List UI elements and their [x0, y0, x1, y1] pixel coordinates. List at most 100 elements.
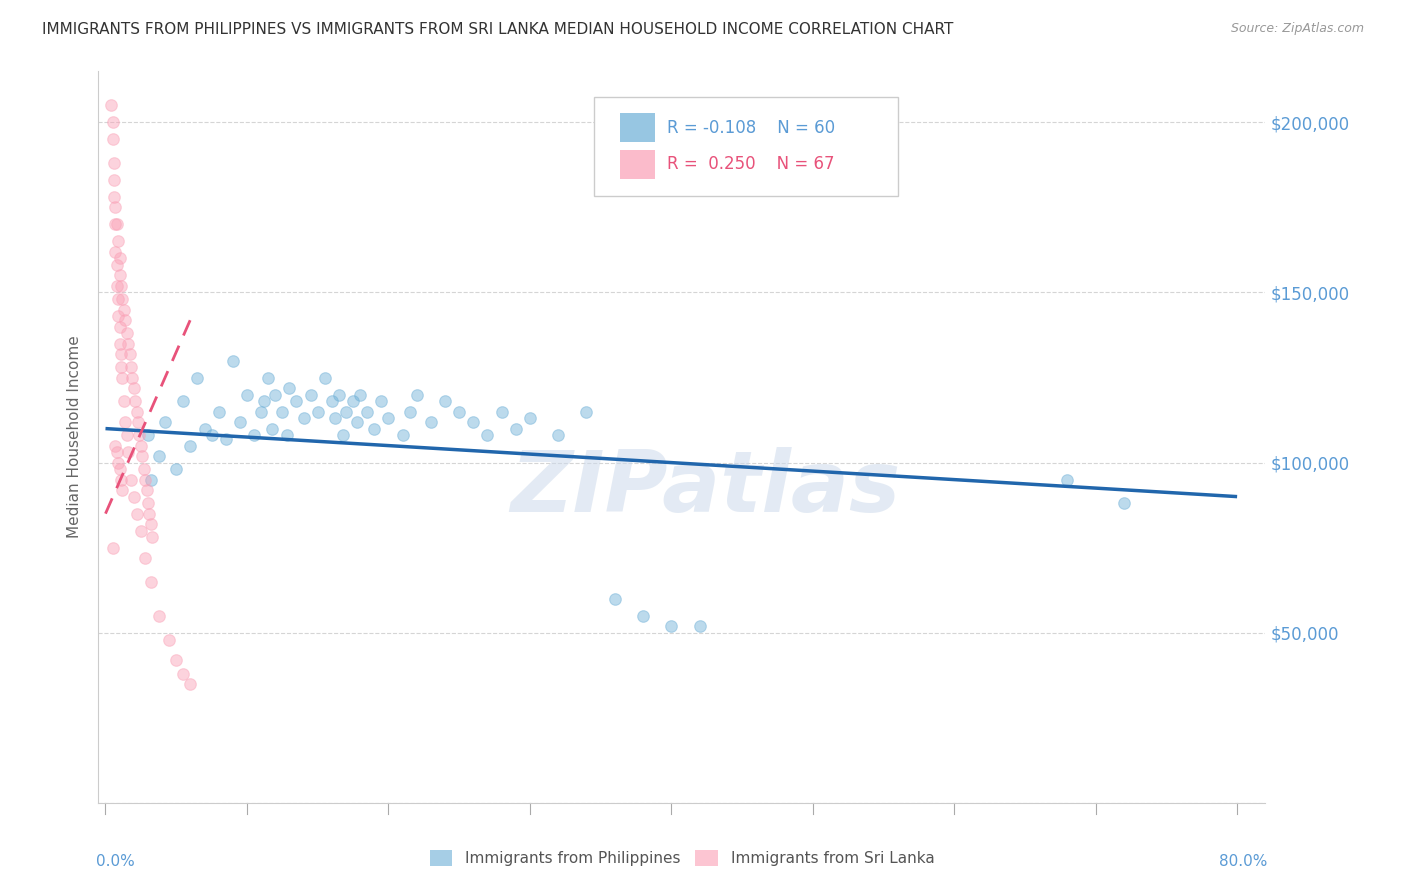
Point	[111, 293, 134, 307]
Point	[110, 473, 132, 487]
Point	[253, 394, 276, 409]
Point	[110, 347, 132, 361]
Point	[172, 394, 194, 409]
Point	[103, 190, 125, 204]
Point	[157, 632, 180, 647]
Point	[172, 666, 194, 681]
Point	[335, 404, 357, 418]
Point	[104, 439, 127, 453]
Point	[111, 370, 134, 384]
Text: IMMIGRANTS FROM PHILIPPINES VS IMMIGRANTS FROM SRI LANKA MEDIAN HOUSEHOLD INCOME: IMMIGRANTS FROM PHILIPPINES VS IMMIGRANT…	[42, 22, 953, 37]
Point	[148, 608, 170, 623]
Text: R =  0.250    N = 67: R = 0.250 N = 67	[666, 155, 834, 173]
Point	[110, 278, 132, 293]
Point	[134, 550, 156, 565]
Point	[122, 381, 145, 395]
Point	[631, 608, 654, 623]
Bar	[620, 113, 655, 143]
Point	[107, 310, 129, 324]
Point	[104, 218, 127, 232]
Point	[103, 156, 125, 170]
Point	[370, 394, 392, 409]
Point	[491, 404, 513, 418]
Point	[547, 428, 569, 442]
Point	[405, 387, 427, 401]
Point	[108, 268, 131, 283]
Point	[105, 258, 128, 272]
Point	[112, 302, 135, 317]
Point	[125, 404, 148, 418]
Point	[141, 531, 163, 545]
Point	[131, 449, 153, 463]
Point	[129, 524, 152, 538]
Point	[110, 360, 132, 375]
Point	[262, 421, 284, 435]
Point	[115, 428, 138, 442]
Point	[222, 353, 245, 368]
Point	[114, 312, 136, 326]
Point	[132, 462, 155, 476]
Point	[208, 404, 231, 418]
Point	[276, 428, 298, 442]
Legend: Immigrants from Philippines, Immigrants from Sri Lanka: Immigrants from Philippines, Immigrants …	[423, 844, 941, 872]
Text: Source: ZipAtlas.com: Source: ZipAtlas.com	[1230, 22, 1364, 36]
Point	[128, 428, 150, 442]
Y-axis label: Median Household Income: Median Household Income	[67, 335, 83, 539]
Point	[103, 173, 125, 187]
Point	[165, 462, 187, 476]
Point	[139, 473, 162, 487]
Point	[136, 496, 159, 510]
Text: ZIPatlas: ZIPatlas	[510, 447, 900, 530]
Point	[419, 415, 441, 429]
Point	[659, 619, 682, 633]
Point	[117, 336, 139, 351]
Point	[118, 347, 141, 361]
Point	[121, 370, 143, 384]
Point	[104, 201, 127, 215]
Point	[101, 115, 124, 129]
Point	[120, 360, 142, 375]
Text: 0.0%: 0.0%	[96, 854, 135, 869]
Point	[575, 404, 598, 418]
Point	[449, 404, 471, 418]
Point	[179, 677, 201, 691]
Point	[117, 445, 139, 459]
Point	[165, 653, 187, 667]
Point	[391, 428, 413, 442]
Point	[122, 490, 145, 504]
Point	[104, 244, 127, 259]
Point	[236, 387, 259, 401]
Point	[139, 574, 162, 589]
Point	[100, 98, 122, 112]
Point	[108, 462, 131, 476]
Point	[278, 381, 301, 395]
Point	[105, 278, 128, 293]
Point	[1112, 496, 1135, 510]
Point	[250, 404, 273, 418]
Point	[215, 432, 238, 446]
Point	[314, 370, 336, 384]
Point	[271, 404, 294, 418]
Point	[603, 591, 626, 606]
Point	[139, 516, 162, 531]
Point	[138, 507, 160, 521]
Point	[292, 411, 315, 425]
Point	[1056, 473, 1078, 487]
Point	[505, 421, 527, 435]
Point	[101, 541, 124, 555]
Point	[127, 415, 149, 429]
Point	[107, 293, 129, 307]
Point	[105, 218, 128, 232]
Point	[328, 387, 350, 401]
Point	[111, 483, 134, 497]
Text: R = -0.108    N = 60: R = -0.108 N = 60	[666, 119, 835, 136]
Point	[115, 326, 138, 341]
Point	[463, 415, 485, 429]
Point	[519, 411, 541, 425]
Point	[193, 421, 215, 435]
Point	[134, 473, 156, 487]
Point	[125, 507, 148, 521]
Point	[477, 428, 499, 442]
Point	[689, 619, 711, 633]
Point	[101, 132, 124, 146]
